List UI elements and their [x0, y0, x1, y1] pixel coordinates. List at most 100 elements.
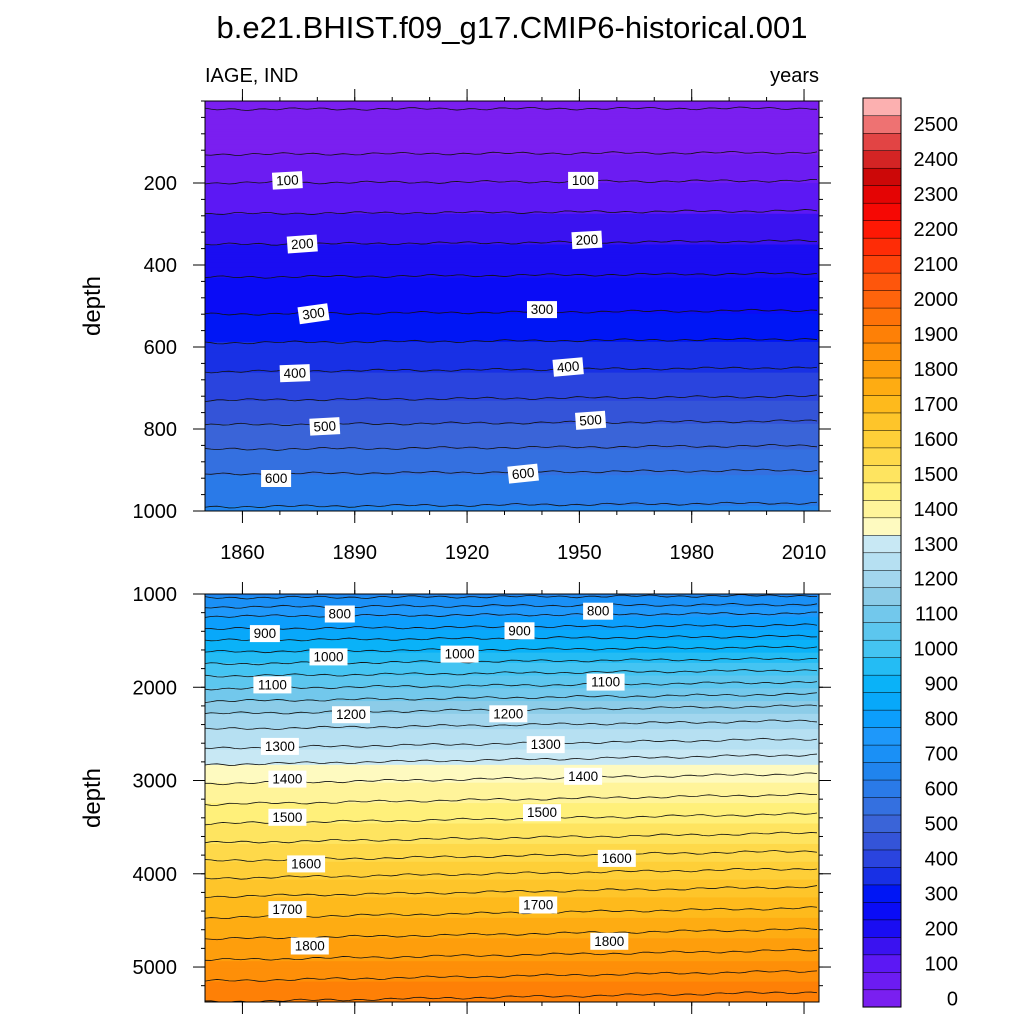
- plot-frame: [204, 100, 820, 512]
- contour-band: [205, 198, 819, 202]
- contour-label-bg: [571, 230, 603, 250]
- contour-band: [205, 172, 819, 176]
- contour-label-bg: [309, 648, 348, 666]
- lower-panel: 800 800 900 900 1000 1000 1100 1100 1200 1200 1300…: [79, 582, 831, 1014]
- contour-band: [205, 999, 819, 1002]
- colorbar-label: 1100: [915, 604, 958, 626]
- contour-band: [205, 912, 819, 916]
- contour-band: [205, 267, 819, 271]
- contour-band: [205, 203, 819, 207]
- contour-band: [205, 601, 819, 605]
- contour-band: [205, 800, 819, 804]
- contour-label-bg: [249, 625, 280, 643]
- colorbar-swatch: [862, 115, 902, 134]
- contour-band: [205, 308, 819, 312]
- contour-label: 200: [571, 230, 603, 250]
- contour-band: [205, 828, 819, 832]
- contour-line: [205, 692, 818, 703]
- contour-band: [205, 731, 819, 735]
- colorbar-swatch: [862, 622, 902, 641]
- contour-label-bg: [271, 171, 303, 190]
- contour-band: [205, 275, 819, 279]
- contour-label-bg: [309, 417, 341, 436]
- contour-label: 1700: [519, 896, 558, 914]
- contour-band: [205, 609, 819, 613]
- contour-band: [205, 495, 819, 499]
- contour-band: [205, 662, 819, 666]
- contour-line: [205, 178, 818, 185]
- contour-line: [205, 793, 818, 806]
- contour-line: [205, 394, 818, 403]
- colorbar-swatch: [862, 429, 902, 449]
- contour-band: [205, 259, 819, 264]
- contour-label-bg: [507, 463, 539, 484]
- contour-band: [205, 678, 819, 682]
- contour-label-bg: [590, 932, 629, 950]
- y-axis-label: depth: [79, 276, 106, 336]
- contour-band: [205, 685, 819, 689]
- contour-band: [205, 336, 819, 340]
- contour-band: [205, 285, 819, 289]
- contour-band: [205, 318, 819, 322]
- contour-label: 1300: [526, 736, 565, 754]
- contour-label-text: 100: [572, 173, 595, 188]
- contour-band: [205, 170, 819, 174]
- contour-band: [205, 306, 819, 310]
- contour-label-text: 1700: [272, 902, 302, 917]
- contour-label: 1700: [268, 901, 307, 919]
- contour-band: [205, 986, 819, 990]
- contour-line: [205, 737, 818, 750]
- colorbar-swatch: [862, 901, 902, 921]
- contour-band: [205, 144, 819, 148]
- contour-label-text: 300: [301, 305, 325, 323]
- contour-band: [205, 690, 819, 695]
- contour-band: [205, 833, 819, 837]
- contour-band: [205, 596, 819, 600]
- contour-band: [205, 277, 819, 281]
- contour-label-bg: [552, 357, 584, 377]
- contour-band: [205, 935, 819, 939]
- contour-band: [205, 149, 819, 153]
- colorbar-swatch: [862, 394, 902, 414]
- colorbar-swatch: [862, 255, 902, 274]
- contour-band: [205, 841, 819, 845]
- contour-band: [205, 372, 819, 376]
- x-tick-label: 1860: [220, 542, 265, 564]
- contour-band: [205, 958, 819, 962]
- contour-band: [205, 449, 819, 453]
- colorbar-label: 800: [925, 709, 958, 731]
- contour-band: [205, 177, 819, 182]
- contour-label-bg: [526, 736, 565, 754]
- plot-frame: [204, 593, 820, 1003]
- contour-band: [205, 930, 819, 934]
- contour-band: [205, 665, 819, 669]
- colorbar-swatch: [862, 849, 902, 868]
- contour-label: 800: [324, 605, 355, 623]
- contour-band: [205, 721, 819, 725]
- contour-band: [205, 321, 819, 325]
- contour-label-bg: [324, 605, 355, 623]
- contour-label-text: 1300: [531, 737, 561, 752]
- y-tick-label: 200: [144, 173, 177, 195]
- contour-band: [205, 777, 819, 781]
- contour-band: [205, 859, 819, 863]
- contour-band: [205, 388, 819, 392]
- contour-band: [205, 249, 819, 253]
- colorbar-swatch: [862, 307, 902, 326]
- contour-band: [205, 963, 819, 967]
- contour-band: [205, 971, 819, 975]
- contour-band: [205, 136, 819, 141]
- contour-band: [205, 239, 819, 243]
- contour-band: [205, 803, 819, 807]
- colorbar-swatch: [862, 290, 902, 309]
- contour-band: [205, 989, 819, 993]
- contour-band: [205, 614, 819, 618]
- contour-band: [205, 454, 819, 458]
- contour-band: [205, 810, 819, 814]
- contour-band: [205, 434, 819, 438]
- contour-band: [205, 121, 819, 125]
- contour-band: [205, 813, 819, 817]
- colorbar-swatch: [862, 744, 902, 763]
- contour-band: [205, 347, 819, 351]
